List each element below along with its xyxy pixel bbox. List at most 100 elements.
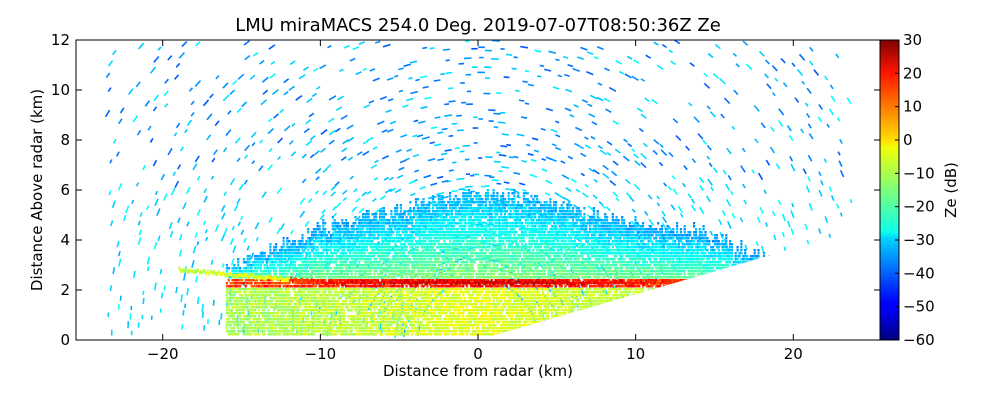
cloud-echo-cell bbox=[240, 312, 244, 315]
cloud-echo-cell bbox=[375, 330, 378, 333]
cloud-echo-cell bbox=[324, 327, 327, 330]
cloud-echo-cell bbox=[307, 273, 310, 276]
cloud-echo-cell bbox=[271, 288, 274, 291]
sparse-echo-dash bbox=[448, 100, 456, 103]
cloud-echo-cell bbox=[354, 276, 357, 279]
cloud-echo-cell bbox=[346, 270, 349, 273]
cloud-echo-cell bbox=[428, 270, 431, 273]
cloud-echo-cell bbox=[244, 333, 247, 336]
cloud-echo-cell bbox=[426, 333, 429, 336]
cloud-echo-cell bbox=[432, 243, 435, 246]
cloud-echo-cell bbox=[409, 210, 412, 213]
cloud-echo-cell bbox=[426, 291, 429, 294]
cloud-echo-cell bbox=[278, 306, 281, 309]
cloud-echo-cell bbox=[386, 264, 389, 267]
sparse-echo-dash bbox=[321, 209, 326, 215]
cloud-echo-cell bbox=[379, 264, 382, 267]
cloud-echo-cell bbox=[350, 273, 353, 276]
cloud-echo-cell bbox=[416, 222, 419, 225]
cloud-echo-cell bbox=[369, 222, 372, 225]
cloud-echo-cell bbox=[341, 312, 344, 315]
cloud-echo-cell bbox=[352, 234, 355, 237]
cloud-echo-cell bbox=[430, 312, 433, 315]
cloud-echo-cell bbox=[352, 288, 355, 291]
cloud-echo-cell bbox=[327, 255, 331, 258]
cloud-echo-cell bbox=[432, 252, 435, 255]
sparse-echo-dash bbox=[236, 107, 242, 114]
cloud-echo-cell bbox=[312, 231, 315, 234]
cloud-echo-cell bbox=[233, 297, 236, 300]
cloud-echo-cell bbox=[310, 327, 314, 330]
cloud-echo-cell bbox=[416, 273, 419, 276]
cloud-echo-cell bbox=[244, 288, 247, 291]
cloud-echo-cell bbox=[257, 327, 261, 330]
sparse-echo-dash bbox=[530, 158, 537, 163]
cloud-echo-cell bbox=[399, 225, 402, 228]
cloud-echo-cell bbox=[424, 216, 427, 219]
cloud-echo-cell bbox=[348, 267, 351, 270]
cloud-echo-cell bbox=[331, 306, 334, 309]
cloud-echo-cell bbox=[310, 264, 314, 267]
cloud-echo-cell bbox=[358, 222, 361, 225]
sparse-echo-dash bbox=[118, 251, 121, 257]
cloud-echo-cell bbox=[397, 288, 401, 291]
sparse-echo-dash bbox=[204, 229, 208, 234]
cloud-echo-cell bbox=[350, 333, 353, 336]
cloud-echo-cell bbox=[263, 258, 266, 261]
cloud-echo-cell bbox=[286, 291, 289, 294]
sparse-echo-dash bbox=[328, 139, 335, 145]
sparse-echo-dash bbox=[597, 145, 603, 150]
cloud-echo-cell bbox=[422, 216, 425, 219]
cloud-echo-cell bbox=[237, 300, 240, 303]
cloud-echo-cell bbox=[335, 285, 338, 288]
sparse-echo-dash bbox=[448, 169, 454, 172]
cloud-echo-cell bbox=[259, 321, 262, 324]
cloud-echo-cell bbox=[388, 273, 391, 276]
cloud-echo-cell bbox=[295, 276, 298, 279]
cloud-echo-cell bbox=[382, 219, 385, 222]
cloud-echo-cell bbox=[352, 228, 355, 231]
cloud-echo-cell bbox=[269, 264, 272, 267]
cloud-echo-cell bbox=[405, 225, 408, 228]
cloud-echo-cell bbox=[375, 219, 378, 222]
cloud-echo-cell bbox=[392, 273, 395, 276]
cloud-echo-cell bbox=[414, 234, 418, 237]
cloud-echo-cell bbox=[307, 303, 310, 306]
cloud-echo-cell bbox=[358, 273, 361, 276]
cloud-echo-cell bbox=[254, 330, 257, 333]
cloud-echo-cell bbox=[256, 288, 259, 291]
cloud-echo-cell bbox=[375, 270, 378, 273]
cloud-echo-cell bbox=[401, 303, 404, 306]
cloud-echo-cell bbox=[380, 300, 384, 303]
cloud-echo-cell bbox=[432, 213, 435, 216]
cloud-echo-cell bbox=[409, 237, 412, 240]
sparse-echo-dash bbox=[174, 180, 180, 188]
cloud-echo-cell bbox=[356, 231, 359, 234]
sparse-echo-dash bbox=[709, 111, 716, 118]
cloud-echo-cell bbox=[414, 201, 418, 204]
sparse-echo-dash bbox=[508, 156, 514, 159]
cloud-echo-cell bbox=[286, 327, 289, 330]
cloud-echo-cell bbox=[335, 231, 338, 234]
cloud-echo-cell bbox=[259, 300, 262, 303]
cloud-echo-cell bbox=[250, 291, 253, 294]
cloud-echo-cell bbox=[288, 291, 291, 294]
cloud-echo-cell bbox=[254, 273, 257, 276]
cloud-echo-cell bbox=[399, 222, 402, 225]
cloud-echo-cell bbox=[322, 243, 325, 246]
cloud-echo-cell bbox=[248, 327, 251, 330]
sparse-echo-dash bbox=[817, 116, 823, 123]
cloud-echo-cell bbox=[380, 306, 384, 309]
cloud-echo-cell bbox=[316, 288, 319, 291]
cloud-echo-cell bbox=[305, 333, 308, 336]
cloud-echo-cell bbox=[439, 276, 442, 279]
cloud-echo-cell bbox=[305, 252, 308, 255]
cloud-echo-cell bbox=[358, 228, 361, 231]
cloud-echo-cell bbox=[390, 249, 393, 252]
cloud-echo-cell bbox=[422, 327, 425, 330]
cloud-echo-cell bbox=[371, 249, 374, 252]
cloud-echo-cell bbox=[343, 237, 346, 240]
cloud-echo-cell bbox=[312, 252, 315, 255]
cloud-echo-cell bbox=[390, 261, 393, 264]
cloud-echo-cell bbox=[278, 249, 281, 252]
